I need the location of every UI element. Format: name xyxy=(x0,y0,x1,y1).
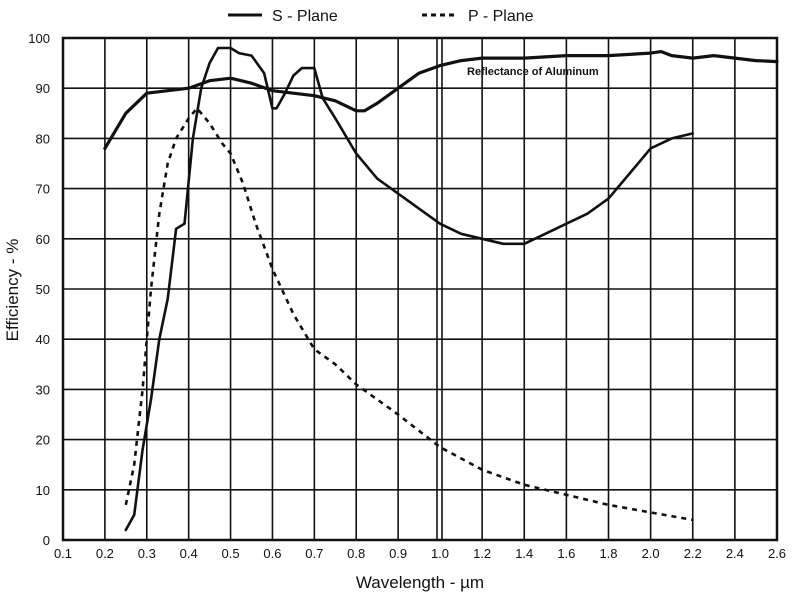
x-tick-label: 0.7 xyxy=(305,546,323,561)
x-tick-label: 0.2 xyxy=(96,546,114,561)
x-tick-label: 0.1 xyxy=(54,546,72,561)
x-tick-label: 1.2 xyxy=(473,546,491,561)
y-tick-label: 0 xyxy=(43,533,50,548)
y-tick-label: 50 xyxy=(36,282,50,297)
x-tick-label: 1.6 xyxy=(557,546,575,561)
annotation-aluminum: Reflectance of Aluminum xyxy=(467,66,599,78)
legend-label-p-plane: P - Plane xyxy=(468,8,534,25)
x-tick-label: 0.3 xyxy=(138,546,156,561)
x-tick-label: 0.6 xyxy=(263,546,281,561)
y-tick-label: 90 xyxy=(36,81,50,96)
series-lines xyxy=(103,46,779,532)
x-tick-label: 0.8 xyxy=(347,546,365,561)
x-tick-label: 1.0 xyxy=(431,546,449,561)
legend-label-s-plane: S - Plane xyxy=(272,8,338,25)
x-tick-label: 1.4 xyxy=(515,546,533,561)
x-tick-label: 1.8 xyxy=(599,546,617,561)
y-tick-labels: 0 10 20 30 40 50 60 70 80 90 100 xyxy=(28,31,50,548)
x-tick-label: 0.9 xyxy=(389,546,407,561)
x-tick-label: 0.5 xyxy=(222,546,240,561)
y-tick-label: 100 xyxy=(28,31,50,46)
plot-frame xyxy=(61,36,779,542)
x-tick-label: 2.2 xyxy=(684,546,702,561)
legend: S - Plane P - Plane xyxy=(228,8,534,25)
series-line-p-plane xyxy=(124,107,694,522)
x-axis-label: Wavelength - µm xyxy=(356,573,484,592)
y-tick-label: 30 xyxy=(36,382,50,397)
y-tick-label: 10 xyxy=(36,483,50,498)
series-line-s-plane xyxy=(124,46,695,532)
series-line-reflectance-of-aluminum xyxy=(103,50,779,150)
grid xyxy=(62,37,778,541)
x-tick-labels: 0.1 0.2 0.3 0.4 0.5 0.6 0.7 0.8 0.9 1.0 1.2 1.4 1.6 1… xyxy=(54,546,786,561)
y-tick-label: 80 xyxy=(36,131,50,146)
x-tick-label: 2.6 xyxy=(768,546,786,561)
y-tick-label: 20 xyxy=(36,433,50,448)
y-tick-label: 40 xyxy=(36,332,50,347)
y-tick-label: 70 xyxy=(36,182,50,197)
x-tick-label: 0.4 xyxy=(180,546,198,561)
y-axis-label: Efficiency - % xyxy=(3,239,22,342)
y-tick-label: 60 xyxy=(36,232,50,247)
x-tick-label: 2.4 xyxy=(726,546,744,561)
x-tick-label: 2.0 xyxy=(642,546,660,561)
